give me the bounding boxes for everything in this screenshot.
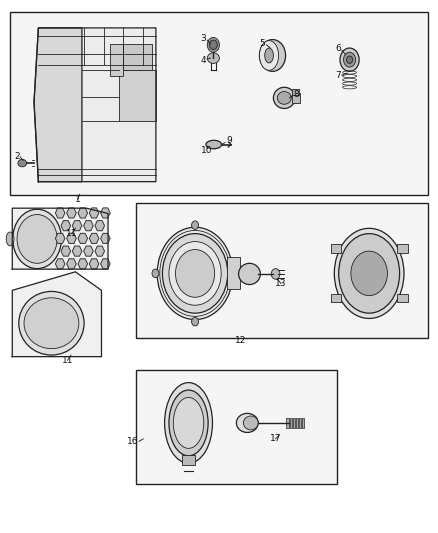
Bar [331,294,341,302]
Ellipse shape [191,317,198,326]
Ellipse shape [17,215,57,263]
Ellipse shape [346,56,353,63]
Ellipse shape [19,292,84,355]
Bar [182,455,195,465]
Ellipse shape [351,251,388,296]
Bar [397,245,407,253]
Text: 8: 8 [293,90,299,99]
Text: 5: 5 [260,39,265,48]
Ellipse shape [237,414,258,432]
Text: 11: 11 [66,229,78,238]
Ellipse shape [207,37,219,52]
Ellipse shape [207,53,219,63]
Bar [296,418,298,428]
Text: 7: 7 [335,71,341,80]
Ellipse shape [165,383,212,463]
Ellipse shape [169,241,221,305]
Bar [110,44,123,76]
Ellipse shape [343,52,356,67]
Text: 4: 4 [200,56,206,64]
Ellipse shape [176,249,215,297]
Polygon shape [12,208,108,269]
Polygon shape [12,272,102,357]
Ellipse shape [277,92,291,104]
Bar [136,370,336,484]
Bar [227,257,240,289]
Ellipse shape [6,232,14,246]
Polygon shape [34,28,82,182]
Text: 3: 3 [200,34,206,43]
Ellipse shape [273,87,295,109]
Ellipse shape [13,209,61,269]
Bar [331,245,341,253]
Text: 13: 13 [275,279,286,288]
Bar [123,44,152,70]
Bar [136,203,428,338]
Text: 2: 2 [14,152,20,161]
Ellipse shape [271,269,280,279]
Text: 12: 12 [235,336,247,345]
Ellipse shape [173,398,204,448]
Bar [292,93,300,103]
Bar [286,418,289,428]
Ellipse shape [169,390,208,456]
Bar [293,418,295,428]
Text: 9: 9 [226,136,232,146]
Bar [119,70,156,120]
Text: 17: 17 [270,434,281,443]
Bar [302,418,304,428]
Ellipse shape [209,40,217,50]
Ellipse shape [265,48,273,63]
Bar [10,12,428,195]
Ellipse shape [239,263,260,285]
Text: 6: 6 [335,44,341,53]
Ellipse shape [152,269,159,278]
Ellipse shape [206,140,222,149]
Ellipse shape [18,159,27,167]
Bar [397,294,407,302]
Ellipse shape [259,41,279,70]
Bar [290,418,292,428]
Ellipse shape [244,416,258,430]
Ellipse shape [334,228,404,318]
Polygon shape [34,28,156,182]
Text: 10: 10 [201,147,212,156]
Text: 16: 16 [127,437,138,446]
Ellipse shape [191,221,198,229]
Ellipse shape [231,269,238,278]
Ellipse shape [259,39,286,71]
Ellipse shape [157,227,233,319]
Bar [292,89,299,95]
Ellipse shape [340,48,359,71]
Text: 1: 1 [74,195,81,204]
Text: 11: 11 [62,356,73,365]
Ellipse shape [24,298,79,349]
Bar [299,418,301,428]
Ellipse shape [162,233,228,313]
Ellipse shape [339,233,399,313]
